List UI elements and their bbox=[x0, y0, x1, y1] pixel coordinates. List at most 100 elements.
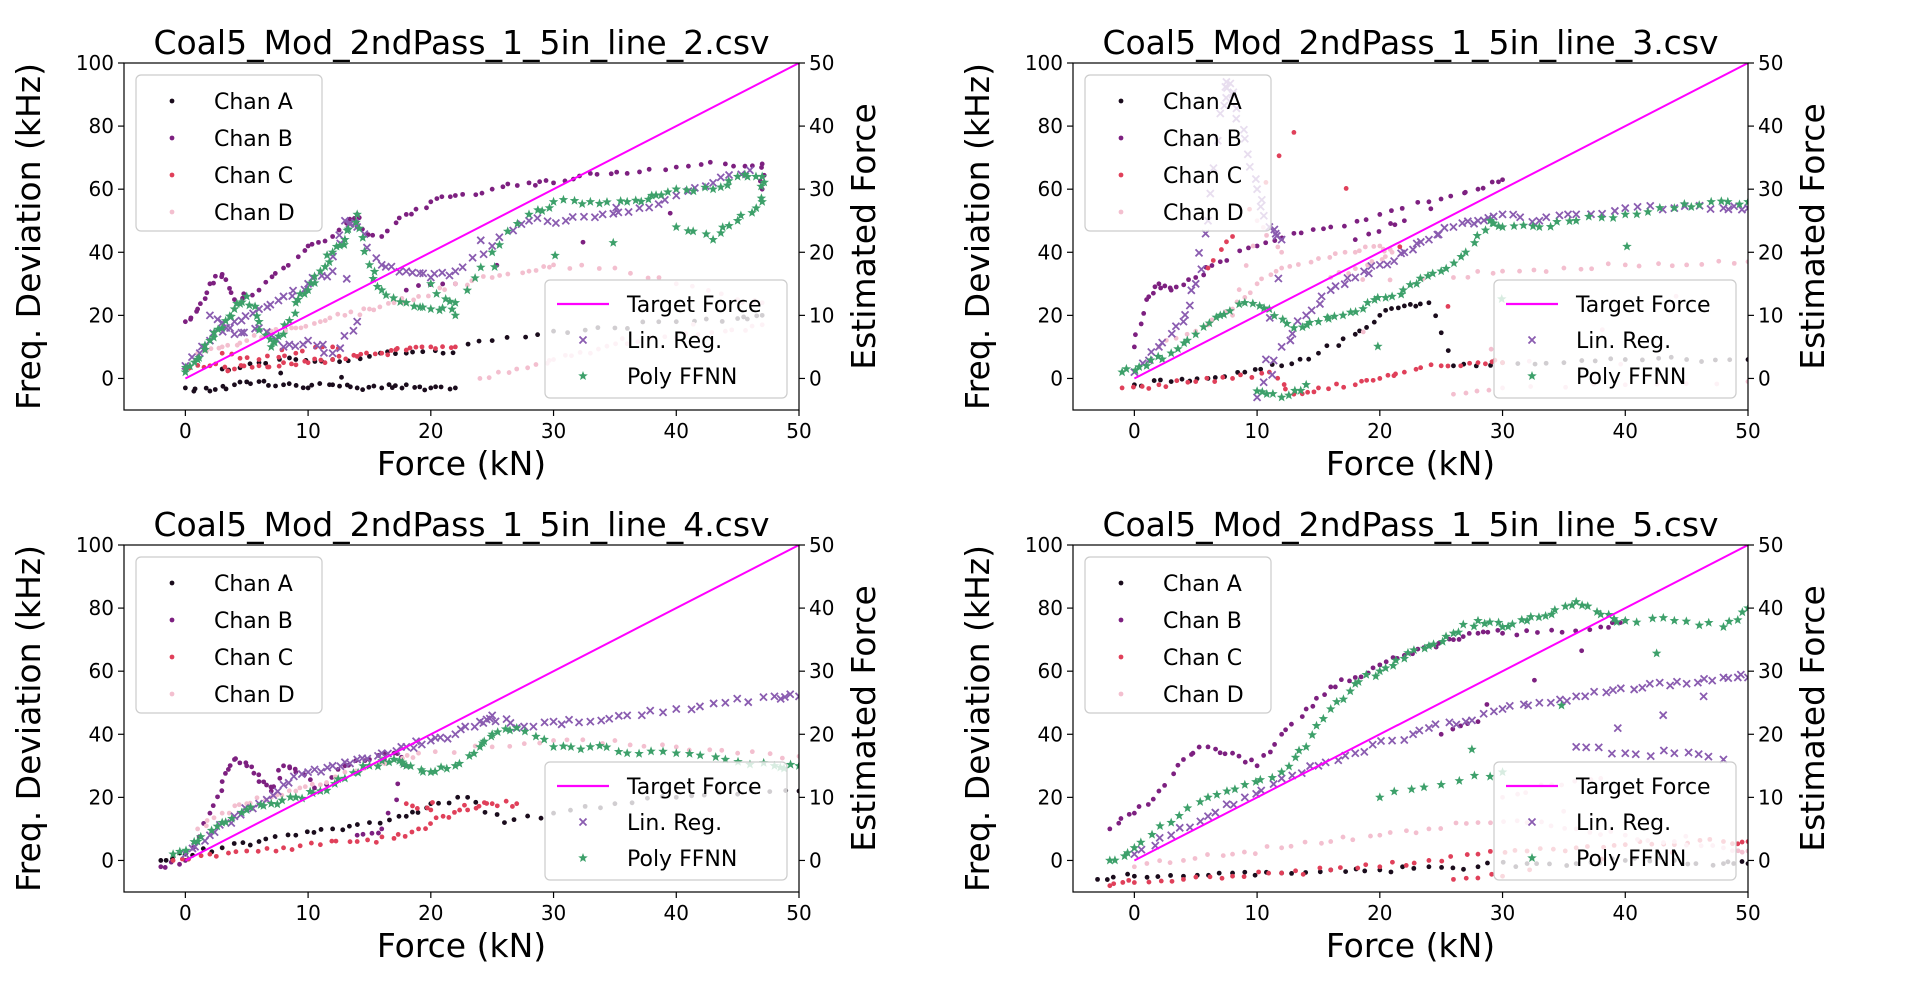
data-point bbox=[1633, 202, 1642, 212]
data-point bbox=[1144, 861, 1150, 866]
legend-label: Chan D bbox=[1163, 201, 1244, 226]
data-point bbox=[379, 385, 385, 391]
data-point bbox=[1222, 751, 1228, 757]
data-point bbox=[244, 848, 250, 854]
data-point bbox=[1157, 858, 1163, 864]
data-point bbox=[1659, 711, 1668, 720]
data-point bbox=[387, 262, 396, 271]
data-point bbox=[1360, 277, 1366, 282]
data-point bbox=[663, 187, 673, 197]
data-point bbox=[1631, 617, 1642, 627]
data-point bbox=[416, 750, 421, 756]
data-point bbox=[1638, 683, 1647, 692]
data-point bbox=[1407, 302, 1413, 307]
data-point bbox=[339, 239, 350, 249]
data-point bbox=[1230, 312, 1235, 318]
data-point bbox=[219, 271, 225, 277]
data-point bbox=[1602, 688, 1611, 697]
data-point bbox=[285, 262, 291, 268]
data-point bbox=[327, 247, 338, 257]
data-point bbox=[1433, 313, 1439, 319]
legend-box bbox=[544, 761, 788, 881]
data-point bbox=[487, 729, 497, 739]
data-point bbox=[285, 832, 291, 838]
legend-label: Chan B bbox=[1163, 127, 1242, 152]
legend-label: Poly FFNN bbox=[1576, 847, 1686, 872]
data-point bbox=[1257, 386, 1268, 396]
data-point bbox=[263, 836, 269, 842]
data-point bbox=[237, 355, 243, 361]
data-point bbox=[465, 341, 471, 347]
plot-area bbox=[1117, 63, 1748, 402]
data-point bbox=[1670, 749, 1679, 758]
data-point bbox=[1598, 624, 1604, 630]
data-point bbox=[329, 838, 335, 844]
data-point bbox=[708, 178, 718, 188]
data-point bbox=[428, 344, 434, 350]
data-point bbox=[249, 764, 255, 770]
data-point bbox=[1299, 714, 1305, 719]
data-point bbox=[265, 334, 276, 344]
data-point bbox=[189, 357, 200, 367]
data-point bbox=[1404, 828, 1409, 834]
data-point bbox=[1371, 319, 1377, 325]
data-point bbox=[1366, 231, 1372, 237]
data-point bbox=[489, 186, 495, 192]
data-point bbox=[548, 196, 559, 206]
data-point bbox=[358, 351, 364, 357]
data-point bbox=[1467, 360, 1473, 366]
data-point bbox=[447, 194, 453, 200]
data-point bbox=[281, 845, 286, 851]
data-point bbox=[456, 725, 465, 734]
data-point bbox=[1146, 879, 1152, 885]
data-point bbox=[324, 257, 335, 267]
data-point bbox=[473, 192, 479, 198]
data-point bbox=[1279, 845, 1285, 851]
data-point bbox=[1252, 851, 1258, 857]
data-point bbox=[476, 338, 482, 344]
data-point bbox=[1451, 391, 1456, 397]
data-point bbox=[1734, 199, 1745, 209]
x-tick-label: 10 bbox=[1244, 901, 1269, 925]
data-point bbox=[1380, 292, 1391, 302]
data-point bbox=[1352, 249, 1358, 255]
data-point bbox=[391, 300, 397, 306]
y-axis-label: Freq. Deviation (kHz) bbox=[9, 545, 48, 892]
data-point bbox=[426, 278, 436, 288]
data-point bbox=[312, 785, 317, 791]
data-point bbox=[1463, 821, 1469, 826]
data-point bbox=[247, 361, 253, 367]
series-lin-reg- bbox=[181, 690, 799, 859]
data-point bbox=[1325, 704, 1336, 714]
data-point bbox=[318, 827, 324, 832]
data-point bbox=[1415, 199, 1421, 205]
data-point bbox=[330, 826, 336, 832]
data-point bbox=[1426, 199, 1432, 205]
data-point bbox=[1129, 842, 1140, 852]
data-point bbox=[1419, 782, 1429, 792]
data-point bbox=[1438, 363, 1444, 369]
data-point bbox=[1242, 759, 1248, 765]
data-point bbox=[1500, 630, 1505, 636]
chart-title: Coal5_Mod_2ndPass_1_5in_line_3.csv bbox=[1102, 23, 1718, 62]
data-point bbox=[1191, 279, 1200, 288]
data-point bbox=[343, 224, 354, 234]
data-point bbox=[232, 803, 238, 809]
data-point bbox=[1399, 653, 1410, 663]
data-point bbox=[1354, 218, 1360, 224]
data-point bbox=[1409, 645, 1419, 655]
data-point bbox=[494, 803, 500, 809]
data-point bbox=[249, 364, 255, 370]
data-point bbox=[413, 344, 419, 350]
data-point bbox=[751, 203, 761, 213]
data-point bbox=[250, 301, 260, 311]
data-point bbox=[446, 800, 452, 806]
data-point bbox=[342, 312, 348, 318]
data-point bbox=[182, 385, 188, 391]
data-point bbox=[227, 763, 233, 768]
data-point bbox=[1230, 873, 1235, 879]
data-point bbox=[537, 205, 547, 215]
data-point bbox=[770, 692, 779, 701]
chart-title: Coal5_Mod_2ndPass_1_5in_line_4.csv bbox=[153, 505, 769, 544]
data-point bbox=[247, 842, 253, 848]
